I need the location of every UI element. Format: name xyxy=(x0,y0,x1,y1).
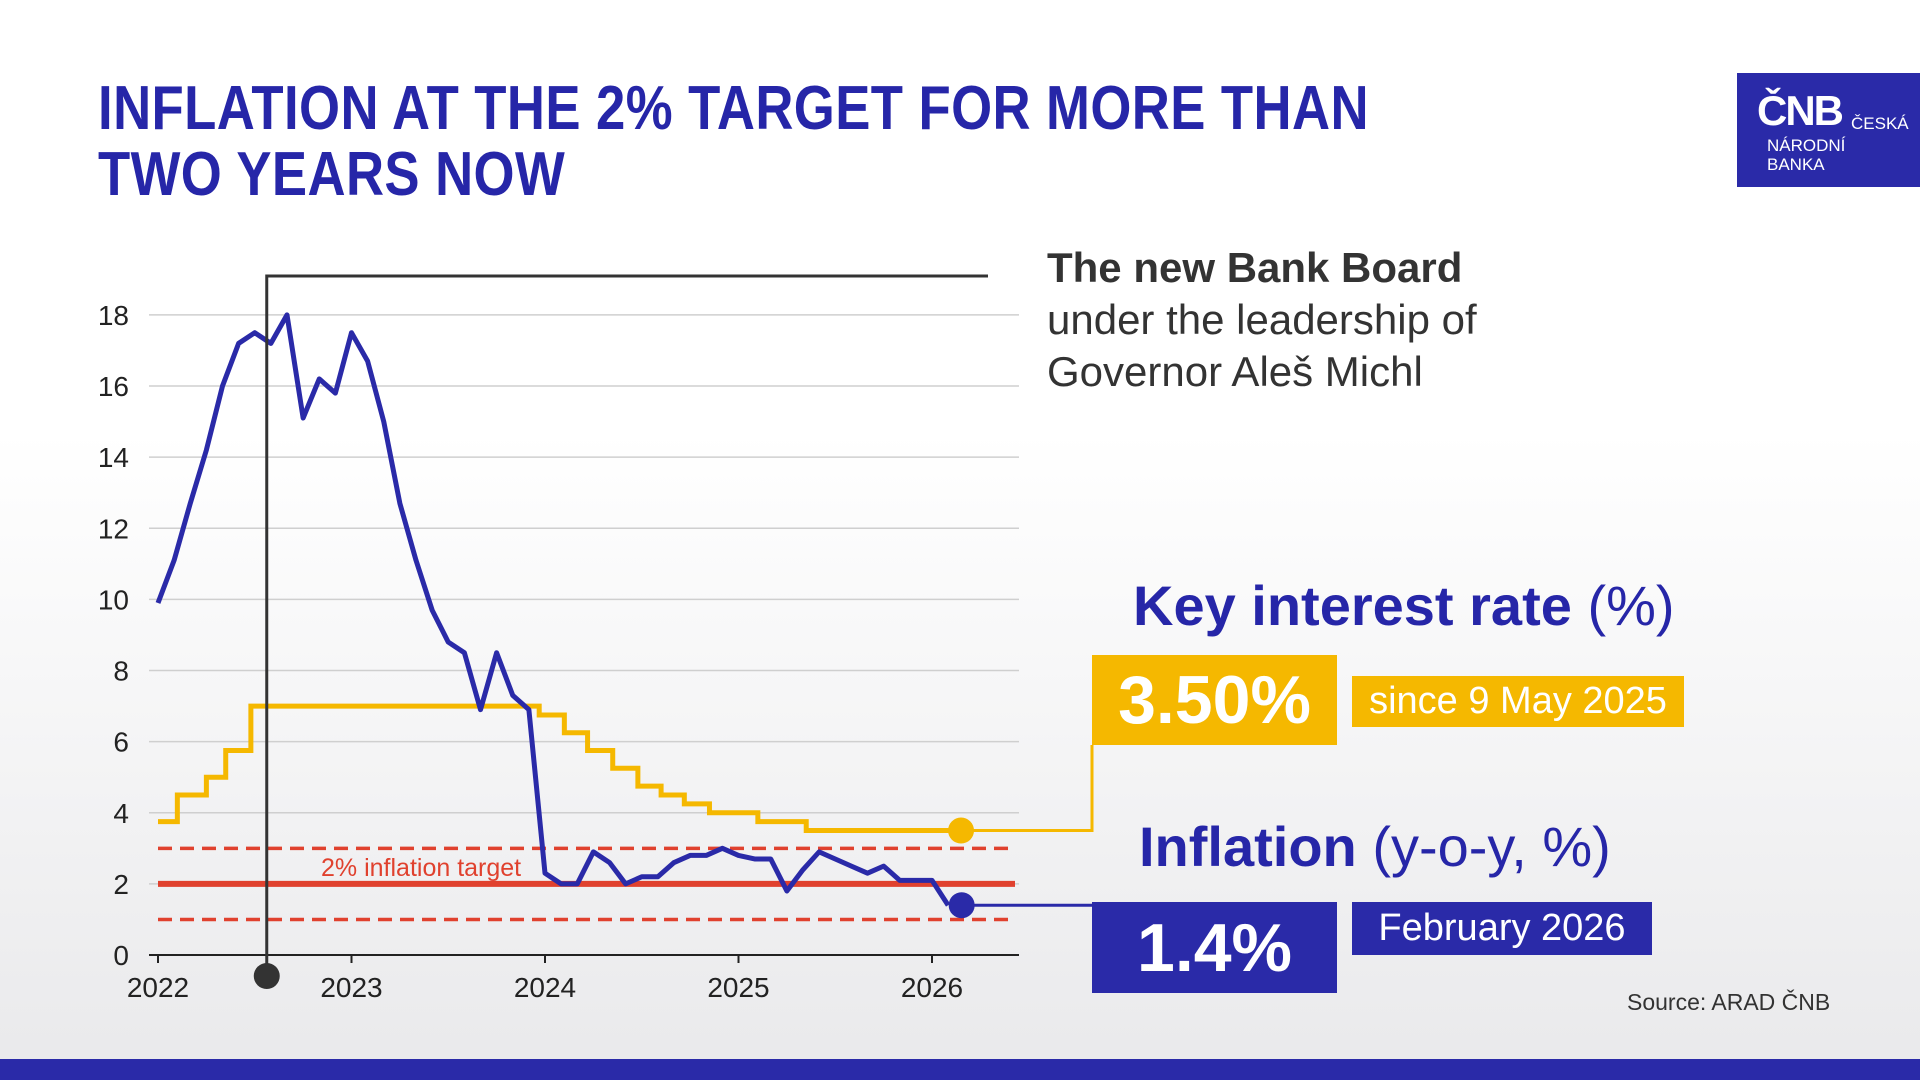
inflation-period: February 2026 xyxy=(1352,902,1652,955)
y-tick-label: 12 xyxy=(98,513,129,544)
key-rate-value: 3.50% xyxy=(1092,655,1337,745)
y-tick-label: 18 xyxy=(98,300,129,331)
x-tick-label: 2023 xyxy=(320,972,382,1003)
x-tick-label: 2026 xyxy=(901,972,963,1003)
x-tick-label: 2024 xyxy=(514,972,576,1003)
bottom-bar xyxy=(0,1059,1920,1080)
y-tick-label: 4 xyxy=(113,798,129,829)
y-tick-label: 6 xyxy=(113,727,129,758)
inflation-end-dot xyxy=(948,892,975,919)
key-rate-connector xyxy=(961,745,1094,833)
y-tick-label: 14 xyxy=(98,442,129,473)
y-tick-label: 2 xyxy=(113,869,129,900)
x-tick-label: 2022 xyxy=(127,972,189,1003)
y-tick-label: 10 xyxy=(98,584,129,615)
cnb-logo: ČNB ČESKÁ NÁRODNÍ BANKA xyxy=(1737,73,1920,187)
x-tick-label: 2025 xyxy=(707,972,769,1003)
board-start-dot xyxy=(253,963,280,989)
board-start-marker-line xyxy=(265,274,988,976)
key-rate-heading: Key interest rate (%) xyxy=(1133,574,1675,637)
y-tick-label: 0 xyxy=(113,940,129,971)
y-tick-label: 8 xyxy=(113,656,129,687)
inflation-value: 1.4% xyxy=(1092,902,1337,993)
source-note: Source: ARAD ČNB xyxy=(1627,989,1831,1015)
target-label: 2% inflation target xyxy=(321,854,521,882)
y-tick-label: 16 xyxy=(98,371,129,402)
key-rate-line xyxy=(158,703,962,834)
page-title: INFLATION AT THE 2% TARGET FOR MORE THAN… xyxy=(98,74,1370,209)
key-rate-end-dot xyxy=(948,817,975,844)
key-rate-since: since 9 May 2025 xyxy=(1352,676,1684,727)
inflation-line xyxy=(155,312,951,907)
board-annotation: The new Bank Board under the leadership … xyxy=(1047,244,1477,395)
inflation-heading: Inflation (y-o-y, %) xyxy=(1139,815,1611,878)
